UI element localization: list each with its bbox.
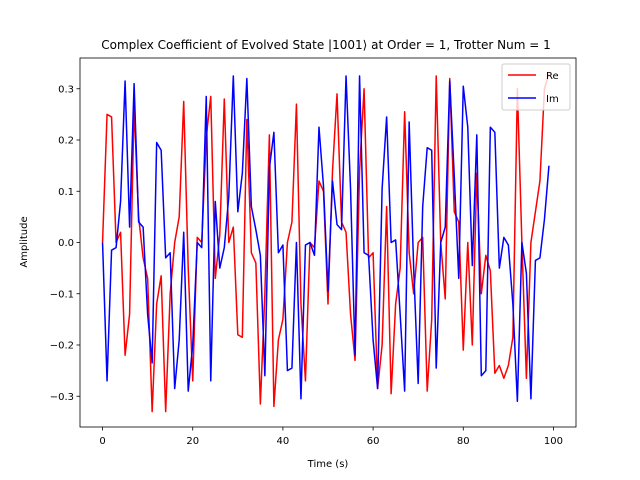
y-tick-label: 0.3 (58, 84, 74, 95)
x-tick-label: 20 (186, 436, 199, 447)
y-tick-label: 0.2 (58, 136, 74, 147)
x-axis-label: Time (s) (307, 459, 349, 470)
plot-area (80, 58, 576, 427)
series-line-im (101, 75, 550, 403)
y-tick-label: −0.1 (50, 289, 74, 300)
chart-title: Complex Coefficient of Evolved State |10… (101, 38, 551, 52)
y-tick-label: −0.2 (50, 341, 74, 352)
y-tick-label: 0.1 (58, 187, 74, 198)
x-tick-label: 40 (277, 436, 290, 447)
legend-label-im: Im (546, 94, 559, 105)
legend-box (501, 63, 571, 111)
axis-ticks: 0 20 40 60 80 100 −0.3 −0.2 −0.1 0.0 0.1 0.2 0.3 (50, 84, 563, 447)
y-axis-label: Amplitude (19, 216, 30, 267)
plot-frame (79, 57, 577, 428)
x-tick-label: 0 (99, 436, 105, 447)
x-tick-label: 80 (457, 436, 470, 447)
y-tick-label: 0.0 (58, 238, 74, 249)
legend-label-re: Re (546, 71, 559, 82)
y-tick-label: −0.3 (50, 392, 74, 403)
x-tick-label: 60 (367, 436, 380, 447)
series-layer (101, 73, 550, 413)
legend: Re Im (501, 63, 571, 111)
x-tick-label: 100 (544, 436, 563, 447)
